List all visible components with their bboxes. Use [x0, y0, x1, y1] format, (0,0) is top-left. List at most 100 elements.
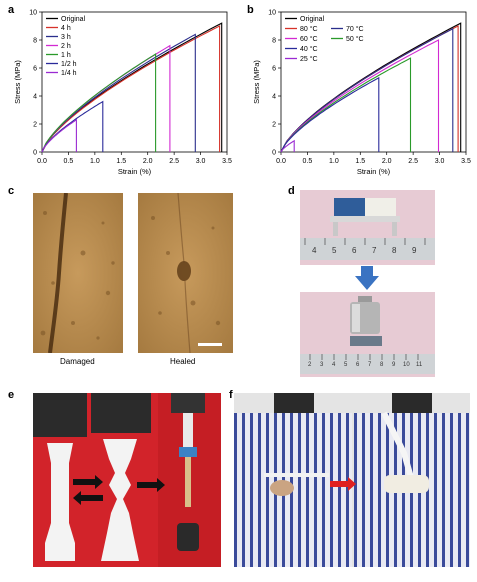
photo-e-scene [33, 393, 221, 567]
photo-f-scene [234, 393, 470, 567]
ruler-label: 3 [320, 362, 324, 368]
panel-letter-c: c [8, 185, 15, 197]
panel-letter-e: e [8, 389, 15, 401]
panel-letter-b: b [247, 4, 254, 16]
series-line [280, 76, 380, 153]
legend-label: 40 °C [300, 45, 318, 53]
ruler-label: 9 [392, 362, 396, 368]
ruler-label: 4 [312, 246, 317, 255]
x-tick-label: 1.0 [329, 158, 339, 165]
legend-label: Original [61, 16, 86, 23]
ruler-label: 8 [392, 246, 397, 255]
y-tick-label: 0 [272, 150, 276, 157]
legend-label: 25 °C [300, 55, 318, 63]
ruler-label: 7 [372, 246, 377, 255]
x-tick-label: 1.0 [90, 158, 100, 165]
x-tick-label: 3.0 [196, 158, 206, 165]
ruler-label: 6 [356, 362, 360, 368]
down-arrow [355, 266, 379, 290]
micrograph-healed [138, 193, 233, 353]
x-tick-label: 2.5 [408, 158, 418, 165]
series-line [280, 27, 454, 153]
y-tick-label: 0 [33, 150, 37, 157]
photo-d-bottom [300, 292, 435, 377]
y-tick-label: 2 [272, 122, 276, 129]
x-tick-label: 2.5 [169, 158, 179, 165]
chart-a: 0.0 0.5 1.0 1.5 2.0 2.5 3.0 3.5 0 2 4 6 8 10 Strain (%… [13, 10, 232, 177]
plot-frame [41, 11, 228, 153]
ruler-top-labels: 4 5 6 7 8 9 [300, 246, 435, 258]
y-tick-label: 10 [268, 10, 276, 17]
x-tick-label: 0.5 [64, 158, 74, 165]
x-tick-label: 3.5 [222, 158, 232, 165]
legend-label: 50 °C [346, 35, 364, 43]
x-tick-label: 1.5 [116, 158, 126, 165]
photo-f [234, 393, 470, 567]
ruler-label: 5 [344, 362, 348, 368]
x-tick-label: 2.0 [382, 158, 392, 165]
series-line [41, 100, 104, 153]
ruler-label: 8 [380, 362, 384, 368]
series-line [41, 118, 77, 153]
ruler-label: 6 [352, 246, 357, 255]
scale-bar [198, 343, 222, 346]
ruler-label: 5 [332, 246, 337, 255]
y-tick-label: 8 [33, 38, 37, 45]
x-tick-label: 0.0 [37, 158, 47, 165]
legend-label: 1 h [61, 52, 71, 59]
y-tick-label: 4 [33, 94, 37, 101]
chart-b: 0.0 0.5 1.0 1.5 2.0 2.5 3.0 3.5 0 2 4 6 8 10 Strain (%… [252, 10, 471, 177]
panel-letter-f: f [229, 389, 233, 401]
legend-label: 4 h [61, 25, 71, 32]
legend-label: 1/2 h [61, 61, 77, 68]
y-tick-label: 10 [29, 10, 37, 17]
photo-d-bottom-scene [300, 292, 435, 377]
x-tick-label: 3.0 [435, 158, 445, 165]
series-line [280, 39, 440, 153]
series-line [280, 57, 412, 153]
ruler-label: 10 [403, 362, 410, 368]
ruler-label: 11 [416, 362, 423, 368]
legend-label: 60 °C [300, 35, 318, 43]
legend-label: 80 °C [300, 25, 318, 33]
legend-label: 1/4 h [61, 70, 77, 77]
y-axis-label: Stress (MPa) [252, 60, 261, 104]
x-tick-label: 0.5 [303, 158, 313, 165]
y-tick-label: 4 [272, 94, 276, 101]
x-tick-label: 1.5 [355, 158, 365, 165]
caption-healed: Healed [170, 357, 196, 366]
micrograph-healed-texture [138, 193, 233, 353]
x-tick-label: 2.0 [143, 158, 153, 165]
photo-e [33, 393, 221, 567]
legend-label: 70 °C [346, 25, 364, 33]
panel-letter-d: d [288, 185, 295, 197]
y-tick-label: 6 [272, 66, 276, 73]
ruler-bottom-labels: 2 3 4 5 6 7 8 9 10 11 [300, 362, 435, 372]
legend-label: Original [300, 16, 325, 23]
series-line [41, 52, 157, 153]
ruler-label: 4 [332, 362, 336, 368]
x-axis-label: Strain (%) [357, 167, 391, 176]
photo-d-top-scene [300, 190, 435, 265]
series-line [280, 25, 459, 153]
photo-d-top [300, 190, 435, 265]
panel-letter-a: a [8, 4, 15, 16]
y-tick-label: 8 [272, 38, 276, 45]
y-tick-label: 2 [33, 122, 37, 129]
legend-label: 2 h [61, 43, 71, 50]
caption-damaged: Damaged [60, 357, 95, 366]
series-line [41, 33, 196, 153]
legend-label: 3 h [61, 34, 71, 41]
plot-frame [280, 11, 467, 153]
micrograph-damaged [33, 193, 123, 353]
ruler-label: 9 [412, 246, 417, 255]
ruler-label: 7 [368, 362, 372, 368]
y-tick-label: 6 [33, 66, 37, 73]
micrograph-damaged-texture [33, 193, 123, 353]
y-axis-label: Stress (MPa) [13, 60, 22, 104]
x-tick-label: 3.5 [461, 158, 471, 165]
series-line [280, 139, 295, 153]
x-tick-label: 0.0 [276, 158, 286, 165]
x-axis-label: Strain (%) [118, 167, 152, 176]
ruler-label: 2 [308, 362, 312, 368]
